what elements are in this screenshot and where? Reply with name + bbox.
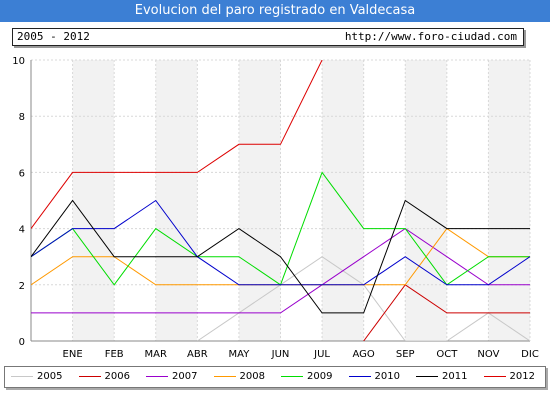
legend-label: 2008 (239, 371, 265, 382)
legend-label: 2009 (307, 371, 333, 382)
plot-band (405, 60, 447, 341)
plot-band (155, 60, 198, 341)
x-tick-label: ENE (63, 349, 83, 360)
y-tick-label: 0 (19, 337, 25, 348)
x-tick-label: JUL (313, 349, 330, 360)
legend-label: 2010 (374, 371, 400, 382)
series-2011 (31, 199, 530, 314)
legend-item-2012: 2012 (483, 370, 535, 384)
legend-label: 2011 (442, 371, 468, 382)
legend-item-2006: 2006 (78, 370, 130, 384)
x-tick-label: MAR (145, 349, 167, 360)
x-tick-label: JUN (271, 349, 290, 360)
series-2007 (31, 227, 530, 314)
legend-swatch (416, 375, 438, 377)
series-2012 (31, 60, 323, 229)
legend-swatch (78, 375, 101, 377)
series-2010 (31, 199, 530, 286)
plot-band (197, 60, 239, 341)
x-tick-label: FEB (105, 349, 124, 360)
series-line-2010 (31, 199, 530, 286)
legend-label: 2012 (509, 371, 535, 382)
legend-swatch (213, 375, 236, 377)
y-tick-label: 4 (19, 225, 25, 236)
legend-item-2009: 2009 (281, 370, 332, 384)
y-tick-label: 8 (19, 112, 25, 123)
legend-swatch (281, 375, 303, 377)
legend-item-2011: 2011 (416, 370, 467, 384)
plot-band (238, 60, 281, 341)
x-tick-label: DIC (521, 349, 539, 360)
legend-label: 2006 (104, 371, 130, 382)
legend-swatch (483, 375, 506, 377)
legend-item-2005: 2005 (11, 370, 62, 384)
plot-band (363, 60, 406, 341)
x-tick-label: ABR (187, 349, 208, 360)
series-line-2011 (31, 199, 530, 314)
plot-band (446, 60, 489, 341)
legend-item-2008: 2008 (213, 370, 265, 384)
chart-title: Evolucion del paro registrado en Valdeca… (0, 0, 550, 22)
plot-band (114, 60, 156, 341)
legend-swatch (146, 375, 168, 377)
y-tick-label: 10 (12, 56, 25, 67)
legend-label: 2005 (37, 371, 63, 382)
info-bar: 2005 - 2012 http://www.foro-ciudad.com (12, 28, 524, 46)
series-line-2006 (363, 284, 530, 341)
plot-band (280, 60, 323, 341)
legend-item-2007: 2007 (146, 370, 197, 384)
x-tick-label: SEP (396, 349, 415, 360)
period-label: 2005 - 2012 (17, 30, 90, 43)
source-url: http://www.foro-ciudad.com (344, 30, 517, 43)
legend: 2005 2006 2007 2008 2009 2010 2011 2012 (4, 366, 546, 388)
legend-swatch (348, 375, 371, 377)
x-tick-label: AGO (353, 349, 375, 360)
series-line-2012 (31, 60, 323, 229)
y-tick-label: 6 (19, 168, 25, 179)
legend-label: 2007 (172, 371, 198, 382)
series-line-2007 (31, 227, 530, 314)
legend-item-2010: 2010 (348, 370, 400, 384)
y-tick-label: 2 (19, 281, 25, 292)
x-tick-label: OCT (436, 349, 458, 360)
plot-band (72, 60, 115, 341)
series-2006 (363, 284, 530, 341)
line-chart: 0 2 4 6 8 10 ENE FEB MAR ABR MAY JUN JUL AGO SEP OCT NOV… (12, 56, 539, 360)
x-tick-label: MAY (229, 349, 251, 360)
plot-band (488, 60, 530, 341)
x-tick-label: NOV (477, 349, 499, 360)
legend-swatch (11, 375, 33, 377)
